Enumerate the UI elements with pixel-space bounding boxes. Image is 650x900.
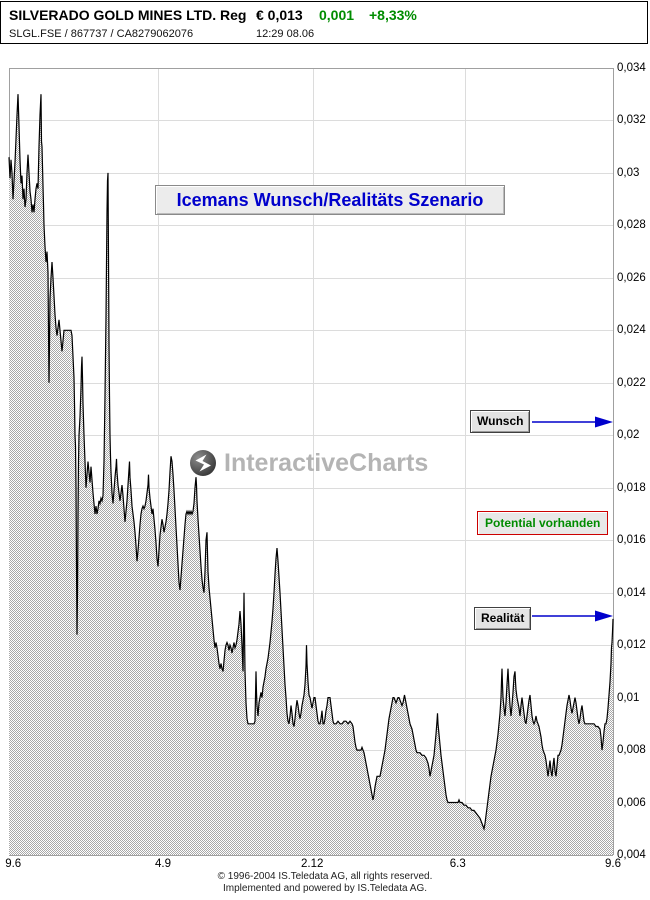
potential-label-box: Potential vorhanden [477, 511, 609, 535]
header: SILVERADO GOLD MINES LTD. Reg € 0,013 0,… [0, 1, 648, 44]
y-axis-label: 0,014 [617, 587, 646, 599]
scenario-title-box: Icemans Wunsch/Realitäts Szenario [155, 185, 505, 215]
y-axis-label: 0,004 [617, 849, 646, 861]
quote-time-date: 12:29 08.06 [256, 28, 315, 40]
price-series [8, 94, 614, 855]
last-price: € 0,013 [256, 7, 303, 23]
footer-powered-by: Implemented and powered by IS.Teledata A… [222, 883, 427, 894]
footer: © 1996-2004 IS.Teledata AG, all rights r… [0, 871, 650, 895]
watermark: InteractiveCharts [189, 448, 428, 478]
y-axis-label: 0,024 [617, 324, 646, 336]
y-axis-label: 0,012 [617, 639, 646, 651]
y-axis-label: 0,032 [617, 114, 646, 126]
symbol-wkn-isin: SLGL.FSE / 867737 / CA8279062076 [9, 28, 194, 40]
header-row-2: SLGL.FSE / 867737 / CA8279062076 12:29 0… [9, 28, 649, 40]
change-absolute: 0,001 [319, 7, 355, 23]
instrument-name: SILVERADO GOLD MINES LTD. Reg [9, 7, 247, 23]
x-axis-label: 9.6 [605, 858, 621, 870]
change-percent: +8,33% [369, 7, 417, 23]
y-axis-label: 0,008 [617, 744, 646, 756]
x-axis-label: 9.6 [5, 858, 22, 870]
x-axis-label: 2.12 [301, 858, 324, 870]
header-row-1: SILVERADO GOLD MINES LTD. Reg € 0,013 0,… [9, 7, 649, 25]
watermark-text: InteractiveCharts [224, 448, 429, 477]
y-axis-label: 0,02 [617, 429, 640, 441]
y-axis-label: 0,016 [617, 534, 646, 546]
x-axis-label: 4.9 [155, 858, 172, 870]
realitaet-arrow-icon [532, 610, 613, 622]
y-axis-label: 0,03 [617, 167, 640, 179]
y-axis-label: 0,006 [617, 797, 646, 809]
wunsch-label-box: Wunsch [470, 410, 531, 433]
y-axis-label: 0,022 [617, 377, 646, 389]
y-axis-label: 0,034 [617, 62, 646, 74]
y-axis-label: 0,026 [617, 272, 646, 284]
realitaet-label-box: Realität [474, 607, 532, 630]
footer-copyright: © 1996-2004 IS.Teledata AG, all rights r… [217, 871, 433, 882]
y-axis-label: 0,018 [617, 482, 646, 494]
y-axis-label: 0,01 [617, 692, 640, 704]
wunsch-arrow-icon [532, 416, 613, 428]
x-axis-label: 6.3 [449, 858, 466, 870]
y-axis-label: 0,028 [617, 219, 646, 231]
interactivecharts-logo-icon [190, 450, 216, 476]
